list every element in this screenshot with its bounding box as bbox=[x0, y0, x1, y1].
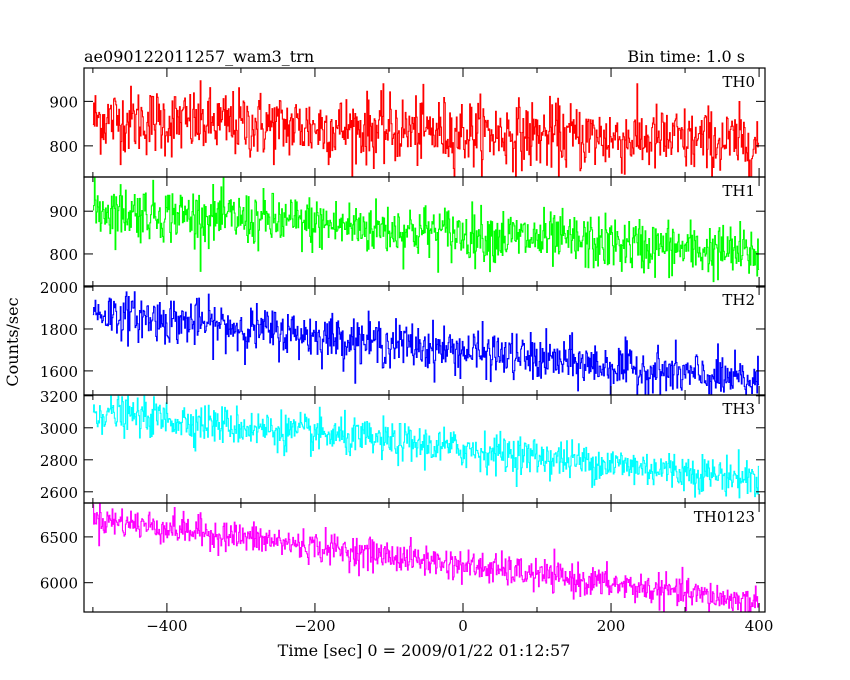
series-th1 bbox=[92, 177, 760, 283]
y-tick-label: 2800 bbox=[40, 452, 78, 470]
x-axis-label: Time [sec] 0 = 2009/01/22 01:12:57 bbox=[278, 641, 571, 660]
bin-time-label: Bin time: 1.0 s bbox=[627, 47, 745, 66]
x-tick-label: −400 bbox=[146, 617, 187, 635]
x-axis: −400 −200 0 200 400 bbox=[146, 617, 773, 635]
panel-th0: 800 900 TH0 bbox=[49, 67, 766, 178]
x-tick-label: −200 bbox=[294, 617, 335, 635]
panel-th0123: 6000 6500 TH0123 bbox=[40, 502, 766, 613]
y-tick-label: 900 bbox=[49, 203, 78, 221]
panel-label: TH3 bbox=[722, 400, 755, 418]
y-tick-label: 900 bbox=[49, 93, 78, 111]
y-tick-label: 1800 bbox=[40, 321, 78, 339]
series-th2 bbox=[92, 291, 760, 395]
panel-th1: 800 900 TH1 bbox=[49, 176, 766, 287]
panel-th3: 2600 2800 3000 3200 TH3 bbox=[40, 388, 766, 504]
y-tick-label: 6000 bbox=[40, 575, 78, 593]
panel-label: TH1 bbox=[722, 182, 755, 200]
y-axis-label: Counts/sec bbox=[3, 297, 22, 386]
y-tick-label: 6500 bbox=[40, 529, 78, 547]
y-tick-label: 800 bbox=[49, 138, 78, 156]
y-tick-label: 3200 bbox=[40, 388, 78, 406]
panel-frame bbox=[83, 502, 766, 613]
panel-label: TH0 bbox=[722, 73, 755, 91]
y-tick-label: 3000 bbox=[40, 420, 78, 438]
panels: 800900TH0800900TH1160018002000TH22600280… bbox=[40, 67, 773, 635]
x-tick-label: 0 bbox=[458, 617, 468, 635]
panel-label: TH2 bbox=[722, 291, 755, 309]
series-th3 bbox=[92, 395, 760, 499]
series-th0123 bbox=[92, 503, 760, 612]
chart-title: ae090122011257_wam3_trn bbox=[84, 47, 314, 66]
x-tick-label: 400 bbox=[745, 617, 774, 635]
y-tick-label: 2600 bbox=[40, 484, 78, 502]
panel-th2: 1600 1800 2000 TH2 bbox=[40, 279, 766, 396]
series-th0 bbox=[92, 80, 760, 177]
y-tick-label: 800 bbox=[49, 246, 78, 264]
y-tick-label: 2000 bbox=[40, 279, 78, 297]
y-tick-label: 1600 bbox=[40, 363, 78, 381]
x-tick-label: 200 bbox=[597, 617, 626, 635]
panel-label: TH0123 bbox=[694, 508, 755, 526]
